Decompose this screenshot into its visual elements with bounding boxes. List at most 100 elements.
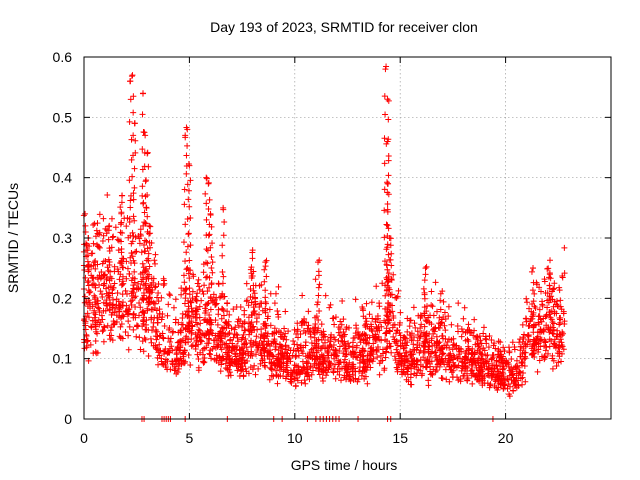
data-point (289, 352, 296, 359)
data-point (549, 330, 556, 337)
data-point (132, 149, 139, 156)
data-point (306, 328, 312, 335)
data-point (545, 265, 552, 272)
data-point (485, 364, 492, 371)
data-point (141, 292, 148, 299)
data-point (545, 350, 552, 357)
data-point (141, 219, 148, 226)
data-point (88, 272, 95, 279)
data-point (428, 350, 435, 357)
data-point (233, 343, 240, 350)
data-point (130, 190, 137, 197)
data-point (127, 298, 134, 305)
data-point (555, 359, 562, 366)
data-point (205, 206, 212, 213)
data-point (318, 336, 325, 343)
data-point (189, 288, 196, 295)
data-point (258, 350, 265, 357)
data-point (166, 345, 173, 352)
data-point (413, 358, 420, 365)
data-point (243, 280, 250, 287)
data-point (230, 334, 237, 341)
data-point (328, 334, 335, 341)
data-point (127, 78, 134, 85)
data-point (459, 359, 466, 366)
data-point (173, 351, 180, 358)
data-point (330, 315, 337, 322)
y-tick-label: 0.2 (53, 290, 73, 306)
data-point (196, 327, 203, 334)
data-point (550, 320, 557, 327)
data-point (203, 175, 210, 182)
data-point (513, 357, 520, 364)
data-point (393, 346, 400, 353)
data-point (188, 336, 195, 343)
data-point (298, 348, 305, 355)
data-point (332, 375, 339, 382)
data-point (313, 313, 320, 320)
data-point (94, 276, 101, 283)
data-point (127, 197, 134, 204)
data-point (215, 335, 222, 342)
data-point (510, 374, 517, 381)
data-point (338, 377, 345, 384)
data-point (222, 365, 229, 372)
data-point (357, 351, 364, 358)
data-point (218, 315, 225, 322)
data-point (414, 328, 421, 335)
data-point (399, 357, 406, 364)
data-point (341, 331, 348, 338)
data-point (427, 371, 434, 378)
data-point (201, 359, 208, 366)
data-point (453, 342, 460, 349)
data-point (200, 269, 207, 276)
data-point (108, 215, 115, 222)
data-point (136, 334, 143, 341)
data-point (387, 328, 394, 335)
data-point (313, 364, 320, 371)
data-point (204, 260, 211, 267)
data-point (242, 365, 249, 372)
data-point (226, 369, 233, 376)
data-point (148, 314, 155, 321)
data-point (131, 294, 138, 301)
data-point (152, 344, 159, 351)
data-point (219, 305, 226, 312)
data-point (90, 350, 97, 357)
data-point (284, 355, 291, 362)
data-point (360, 337, 367, 344)
data-point (530, 336, 537, 343)
data-point (177, 338, 184, 345)
data-point (338, 321, 345, 328)
data-point (111, 280, 118, 287)
data-point (207, 316, 214, 323)
data-point (387, 309, 394, 316)
x-tick-label: 10 (287, 430, 303, 446)
data-point (302, 369, 309, 376)
data-point (354, 328, 361, 335)
data-point (119, 230, 126, 237)
data-point (133, 284, 140, 291)
data-point (421, 304, 428, 311)
data-point (389, 324, 396, 331)
data-point (160, 361, 167, 368)
data-point (132, 249, 139, 256)
data-point (522, 349, 529, 356)
data-point (185, 322, 192, 329)
data-point (186, 285, 193, 292)
data-point (266, 350, 273, 357)
data-point (397, 343, 404, 350)
data-point (506, 391, 513, 398)
data-point (186, 314, 193, 321)
data-point (336, 365, 343, 372)
data-point (186, 291, 193, 298)
data-point (383, 345, 390, 352)
data-point (235, 361, 242, 368)
data-point (318, 360, 325, 367)
data-point (234, 367, 241, 374)
data-point (524, 332, 531, 339)
data-point (479, 382, 486, 389)
data-point (128, 240, 135, 247)
data-point (470, 355, 477, 362)
data-point (131, 184, 138, 191)
